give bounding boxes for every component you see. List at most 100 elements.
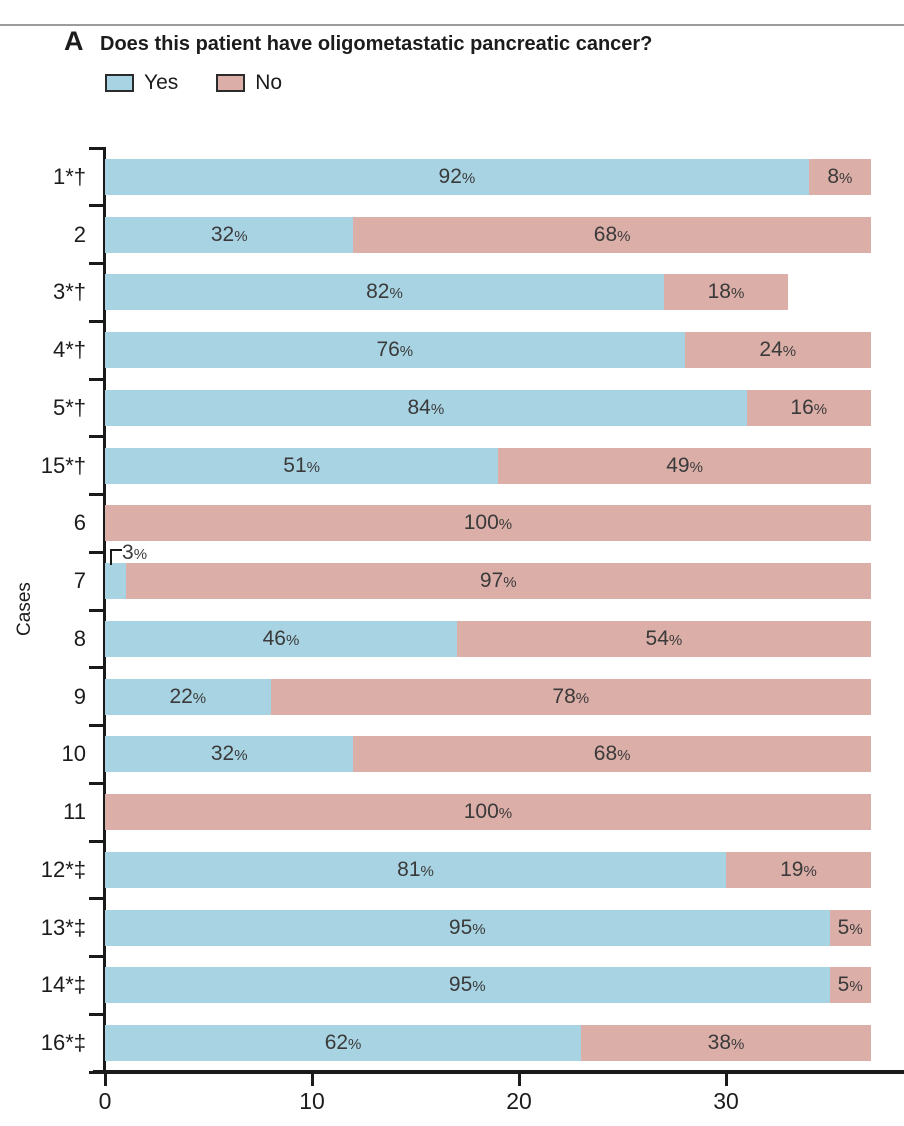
- bar-segment-yes: 32%: [105, 736, 354, 773]
- case-label: 7: [73, 568, 86, 594]
- no-percent-label: 5%: [837, 973, 863, 997]
- bar-segment-yes: 51%: [105, 447, 499, 484]
- case-label: 12*‡: [40, 856, 86, 882]
- yes-percent-label: 92%: [438, 164, 476, 188]
- yes-percent-label: 95%: [448, 915, 486, 939]
- no-percent-label: 54%: [645, 626, 683, 650]
- case-label: 16*‡: [40, 1030, 86, 1056]
- bar-row: 95% 5%: [105, 967, 871, 1004]
- top-divider: [0, 24, 904, 26]
- y-axis-tick: [89, 146, 106, 150]
- no-percent-label: 24%: [759, 338, 797, 362]
- x-axis-tick-label: 10: [299, 1088, 325, 1114]
- yes-percent-label: 82%: [366, 280, 403, 304]
- x-axis-tick: [517, 1072, 521, 1086]
- y-axis-tick: [89, 262, 106, 265]
- bar-segment-yes: 81%: [105, 851, 726, 888]
- y-axis-tick: [89, 897, 106, 901]
- panel-letter: A: [64, 26, 84, 56]
- case-label: 11: [63, 799, 86, 825]
- no-percent-label: 68%: [593, 742, 631, 766]
- case-label: 6: [73, 510, 86, 536]
- bar-segment-no: 8%: [808, 158, 871, 195]
- callout-leader-line: [110, 549, 122, 566]
- bar-segment-yes: 32%: [105, 216, 354, 253]
- bar-segment-no: 49%: [498, 447, 871, 484]
- y-axis-tick: [89, 666, 106, 670]
- y-axis-tick: [89, 955, 106, 958]
- bar-segment-no: 54%: [456, 620, 871, 657]
- no-percent-label: 8%: [827, 164, 853, 188]
- no-percent-label: 68%: [593, 222, 631, 246]
- bar-segment-no: 18%: [663, 274, 789, 311]
- bar-segment-no: 100%: [105, 794, 871, 831]
- no-percent-label: 97%: [479, 569, 517, 593]
- legend-label-yes: Yes: [144, 71, 179, 94]
- bar-row: 46% 54%: [105, 620, 871, 657]
- case-label: 10: [61, 741, 86, 767]
- bar-segment-yes: 84%: [105, 389, 747, 426]
- no-percent-label: 5%: [837, 915, 863, 939]
- bar-segment-no: 78%: [270, 678, 871, 715]
- yes-percent-label: 95%: [448, 973, 486, 997]
- case-label: 4*†: [52, 337, 86, 363]
- case-label: 3*†: [52, 279, 86, 305]
- no-percent-label: 19%: [780, 857, 817, 881]
- yes-percent-label: 51%: [283, 453, 320, 477]
- case-label: 8: [73, 625, 86, 651]
- bar-segment-no: 16%: [746, 389, 871, 426]
- yes-percent-label: 3%: [122, 541, 148, 565]
- bar-segment-yes: 22%: [105, 678, 271, 715]
- bar-row: 100%: [105, 505, 871, 542]
- bar-row: 92% 8%: [105, 158, 871, 195]
- yes-percent-label: 22%: [169, 684, 207, 708]
- bar-segment-yes: 95%: [105, 967, 830, 1004]
- bar-segment-yes: 76%: [105, 332, 685, 369]
- bar-segment-no: 100%: [105, 505, 871, 542]
- x-axis-tick: [310, 1072, 314, 1086]
- bar-segment-no: 19%: [726, 851, 871, 888]
- no-percent-label: 18%: [707, 280, 745, 304]
- bar-segment-yes: 95%: [105, 909, 830, 946]
- bar-segment-no: 24%: [684, 332, 871, 369]
- legend-swatch-no: [216, 74, 246, 92]
- yes-percent-label: 32%: [210, 222, 248, 246]
- y-axis-tick: [89, 839, 106, 843]
- bar-row: 32% 68%: [105, 216, 871, 253]
- y-axis-tick: [89, 377, 106, 381]
- bar-row: 22% 78%: [105, 678, 871, 715]
- x-axis-tick: [724, 1072, 728, 1086]
- y-axis-tick: [89, 493, 106, 496]
- y-axis-tick: [89, 724, 106, 727]
- bar-row: 76% 24%: [105, 332, 871, 369]
- no-percent-label: 38%: [707, 1031, 745, 1055]
- x-axis-tick-label: 20: [506, 1088, 532, 1114]
- bar-segment-no: 68%: [353, 216, 871, 253]
- yes-percent-label: 81%: [397, 857, 434, 881]
- case-label: 2: [73, 221, 86, 247]
- yes-percent-label: 76%: [376, 338, 414, 362]
- x-axis-tick-label: 0: [98, 1088, 112, 1114]
- y-axis-tick: [89, 319, 106, 323]
- legend-swatch-yes: [105, 74, 134, 92]
- case-label: 5*†: [52, 394, 86, 420]
- no-percent-label: 100%: [463, 511, 513, 535]
- case-label: 15*†: [40, 452, 86, 478]
- bar-segment-no: 68%: [353, 736, 871, 773]
- y-axis-tick: [89, 550, 106, 554]
- legend: Yes No: [105, 71, 310, 95]
- x-axis-tick: [103, 1072, 107, 1086]
- no-percent-label: 78%: [552, 684, 590, 708]
- bar-segment-yes: 62%: [105, 1025, 582, 1062]
- y-axis-tick: [89, 608, 106, 612]
- x-axis-line: [93, 1070, 904, 1074]
- yes-percent-callout-label: 3%: [122, 541, 147, 565]
- legend-label-no: No: [255, 71, 283, 94]
- bar-row: 51% 49%: [105, 447, 871, 484]
- y-axis-tick: [89, 435, 106, 439]
- bar-segment-yes: 46%: [105, 620, 457, 657]
- bar-segment-no: 5%: [829, 967, 871, 1004]
- bar-segment-no: 38%: [581, 1025, 871, 1062]
